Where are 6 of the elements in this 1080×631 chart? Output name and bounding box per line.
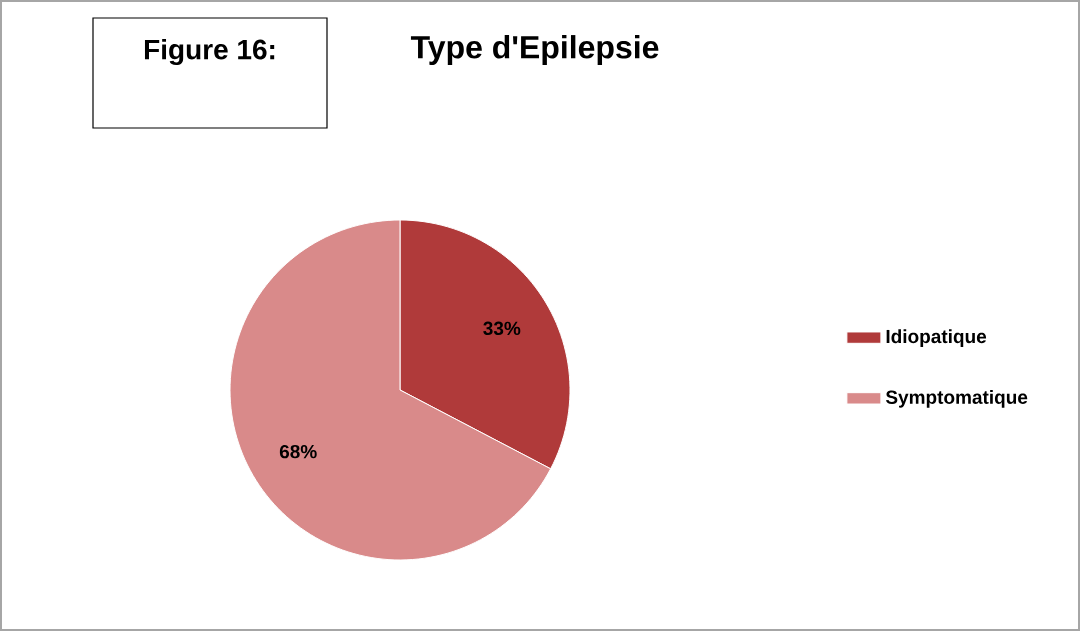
data-label: 68% [279,444,317,459]
legend-label: Idiopatique [886,329,987,347]
legend-label: Symptomatique [885,389,1028,408]
data-label: 33% [483,321,521,336]
chart-title: Type d'Epilepsie [410,35,659,65]
caption: Figure 16: [144,38,275,66]
